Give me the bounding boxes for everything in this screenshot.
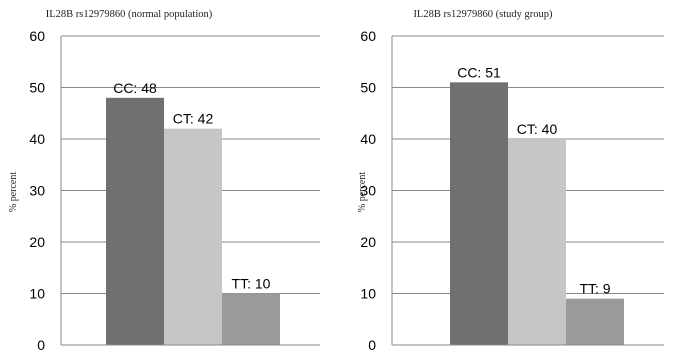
y-tick-label: 10: [29, 286, 45, 302]
y-tick-label: 0: [37, 337, 45, 351]
y-tick-labels: 0 10 20 30 40 50 60: [29, 28, 45, 351]
bars: [106, 97, 280, 345]
bar-ct: [508, 139, 566, 345]
y-axis-label: % percent: [357, 172, 368, 212]
y-tick-labels: 0 10 20 30 40 50 60: [360, 28, 376, 351]
data-label-cc: CC: 51: [457, 64, 501, 80]
bar-cc: [450, 82, 508, 345]
data-label-ct: CT: 40: [517, 121, 558, 137]
y-tick-label: 20: [29, 234, 45, 250]
y-tick-label: 60: [360, 28, 376, 44]
bar-cc: [106, 97, 164, 345]
data-label-cc: CC: 48: [113, 80, 157, 96]
y-axis-label: % percent: [8, 172, 19, 212]
data-label-ct: CT: 42: [173, 111, 214, 127]
y-tick-label: 40: [29, 131, 45, 147]
bar-ct: [164, 128, 222, 345]
data-labels: CC: 51 CT: 40 TT: 9: [457, 64, 611, 296]
y-tick-label: 60: [29, 28, 45, 44]
bar-tt: [566, 298, 624, 345]
y-tick-label: 50: [29, 80, 45, 96]
y-tick-label: 50: [360, 80, 376, 96]
chart-panel-study-group: IL28B rs12979860 (study group) % percent…: [357, 9, 664, 351]
chart-title: IL28B rs12979860 (study group): [413, 9, 553, 20]
chart-title: IL28B rs12979860 (normal population): [46, 9, 213, 20]
y-tick-label: 10: [360, 286, 376, 302]
data-labels: CC: 48 CT: 42 TT: 10: [113, 80, 270, 292]
bar-tt: [222, 293, 280, 345]
y-tick-label: 20: [360, 234, 376, 250]
y-tick-label: 30: [360, 183, 376, 199]
y-tick-label: 40: [360, 131, 376, 147]
y-tick-label: 0: [368, 337, 376, 351]
data-label-tt: TT: 9: [579, 281, 610, 297]
y-tick-label: 30: [29, 183, 45, 199]
data-label-tt: TT: 10: [232, 276, 271, 292]
chart-panel-normal-population: IL28B rs12979860 (normal population) % p…: [8, 9, 320, 351]
bars: [450, 82, 624, 345]
